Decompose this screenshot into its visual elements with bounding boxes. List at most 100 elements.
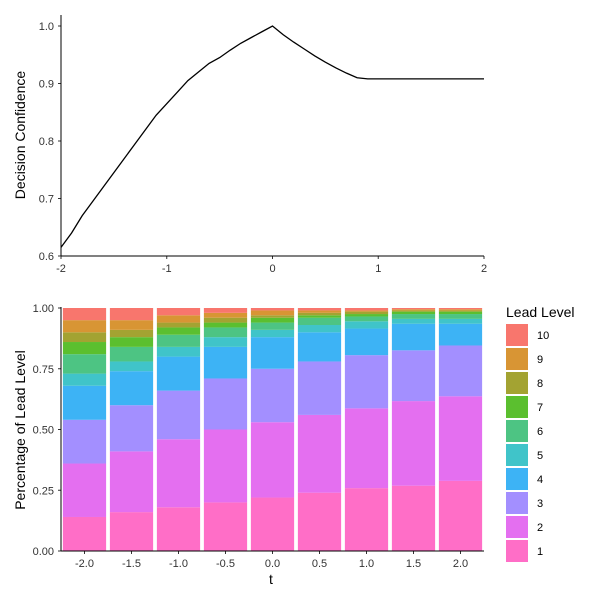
bar-segment-level-5-t0.5 <box>297 325 342 333</box>
bar-segment-level-10-t2.0 <box>438 308 483 310</box>
bar-x-tick-label: 0.5 <box>312 558 327 570</box>
bar-segment-level-8-t2.0 <box>438 310 483 312</box>
bar-y-ticks: 0.00 0.25 0.50 0.75 1.00 <box>33 303 61 558</box>
line-x-tick-label: 0 <box>269 263 275 275</box>
bar-segment-level-3-t-1.5 <box>109 405 154 452</box>
bar-segment-level-2-t-0.5 <box>203 429 248 503</box>
bar-segment-level-2-t-2.0 <box>62 463 107 517</box>
bar-x-ticks: -2.0 -1.5 -1.0 -0.5 0.0 0.5 1.0 1.5 2.0 <box>75 551 468 570</box>
bar-segment-level-6-t0.0 <box>250 322 295 330</box>
bar-segment-level-8-t-2.0 <box>62 332 107 343</box>
bar-segment-level-7-t0.5 <box>297 315 342 318</box>
bar-segment-level-3-t-0.5 <box>203 378 248 430</box>
legend-label-7: 7 <box>537 402 543 414</box>
bar-segment-level-3-t0.5 <box>297 361 342 415</box>
legend-swatch-4 <box>506 468 528 490</box>
bar-segment-level-1-t-1.5 <box>109 512 154 551</box>
bar-segment-level-5-t-1.5 <box>109 361 154 372</box>
bar-segment-level-7-t2.0 <box>438 311 483 315</box>
bar-segment-level-7-t-2.0 <box>62 342 107 355</box>
bar-segment-level-4-t0.5 <box>297 332 342 362</box>
line-x-tick-label: 2 <box>481 263 487 275</box>
bar-x-tick-label: 2.0 <box>453 558 468 570</box>
bar-segment-level-5-t-2.0 <box>62 373 107 386</box>
legend-swatch-5 <box>506 444 528 466</box>
legend-swatch-10 <box>506 324 528 346</box>
bar-segment-level-2-t0.0 <box>250 422 295 498</box>
legend-swatch-6 <box>506 420 528 442</box>
bar-x-tick-label: 1.0 <box>359 558 374 570</box>
bar-segment-level-5-t-0.5 <box>203 337 248 347</box>
line-x-tick-label: -1 <box>162 263 172 275</box>
bar-segment-level-8-t1.0 <box>344 311 389 315</box>
confidence-line <box>60 25 484 248</box>
bar-x-axis-title: t <box>269 571 273 587</box>
bar-segment-level-6-t-0.5 <box>203 327 248 338</box>
bar-segment-level-4-t-1.5 <box>109 371 154 406</box>
bar-segment-level-9-t2.0 <box>438 309 483 311</box>
bar-y-axis-title: Percentage of Lead Level <box>12 350 28 510</box>
bar-y-tick-label: 0.00 <box>33 546 54 558</box>
legend-label-4: 4 <box>537 474 543 486</box>
bar-y-tick-label: 0.75 <box>33 364 54 376</box>
line-y-tick-label: 0.7 <box>39 194 54 206</box>
bar-segment-level-6-t2.0 <box>438 314 483 319</box>
legend-swatch-9 <box>506 348 528 370</box>
line-y-ticks: 0.6 0.7 0.8 0.9 1.0 <box>39 21 61 263</box>
bar-segment-level-1-t0.5 <box>297 492 342 551</box>
bar-segment-level-10-t0.0 <box>250 308 295 311</box>
bar-segment-level-4-t1.0 <box>344 328 389 356</box>
bar-segment-level-9-t-1.5 <box>109 320 154 330</box>
bar-segment-level-1-t2.0 <box>438 480 483 551</box>
bar-segment-level-1-t-1.0 <box>156 507 201 551</box>
legend-label-2: 2 <box>537 522 543 534</box>
legend-label-1: 1 <box>537 546 543 558</box>
bar-segment-level-10-t-1.0 <box>156 308 201 316</box>
bar-segment-level-1-t1.0 <box>344 488 389 551</box>
bar-segment-level-6-t1.0 <box>344 316 389 322</box>
bar-segment-level-3-t-2.0 <box>62 419 107 464</box>
bar-segment-level-4-t-2.0 <box>62 385 107 420</box>
bar-x-tick-label: 1.5 <box>406 558 421 570</box>
line-x-tick-label: 1 <box>375 263 381 275</box>
bar-segment-level-10-t0.5 <box>297 308 342 311</box>
bar-segment-level-8-t1.5 <box>391 310 436 312</box>
legend-label-6: 6 <box>537 426 543 438</box>
bar-segment-level-4-t1.5 <box>391 323 436 351</box>
bar-segment-level-10-t1.5 <box>391 308 436 310</box>
bar-segment-level-8-t-0.5 <box>203 317 248 323</box>
line-chart-panel: Decision Confidence 0.6 0.7 0.8 0.9 1.0 -2 -1… <box>12 15 487 275</box>
bar-segment-level-5-t2.0 <box>438 318 483 324</box>
bar-x-tick-label: -2.0 <box>75 558 94 570</box>
bar-segment-level-6-t-1.0 <box>156 334 201 347</box>
bar-x-tick-label: -1.5 <box>122 558 141 570</box>
bar-segment-level-4-t-1.0 <box>156 356 201 391</box>
legend-swatch-3 <box>506 492 528 514</box>
bar-segment-level-2-t0.5 <box>297 414 342 493</box>
bar-segment-level-8-t0.0 <box>250 315 295 318</box>
line-x-ticks: -2 -1 0 1 2 <box>56 256 487 275</box>
line-y-tick-label: 0.8 <box>39 136 54 148</box>
bar-segment-level-7-t1.0 <box>344 314 389 317</box>
bar-segment-level-2-t-1.5 <box>109 451 154 513</box>
bar-segment-level-2-t1.0 <box>344 408 389 489</box>
legend-swatch-7 <box>506 396 528 418</box>
bar-segment-level-9-t0.5 <box>297 310 342 313</box>
legend-label-10: 10 <box>537 330 549 342</box>
bar-segment-level-3-t0.0 <box>250 368 295 423</box>
bar-segment-level-7-t0.0 <box>250 317 295 323</box>
bar-segment-level-3-t1.0 <box>344 355 389 409</box>
bar-segment-level-5-t1.5 <box>391 318 436 324</box>
bar-segment-level-8-t-1.5 <box>109 329 154 338</box>
bar-x-tick-label: -1.0 <box>169 558 188 570</box>
bar-segment-level-4-t2.0 <box>438 323 483 346</box>
bar-segment-level-8-t-1.0 <box>156 322 201 328</box>
bar-segment-level-1-t-2.0 <box>62 516 107 551</box>
bar-segment-level-6-t0.5 <box>297 317 342 326</box>
bar-segment-level-9-t-1.0 <box>156 315 201 323</box>
legend: Lead Level 10 9 8 7 6 5 4 3 2 1 <box>506 304 575 562</box>
bar-segment-level-2-t-1.0 <box>156 439 201 508</box>
legend-label-3: 3 <box>537 498 543 510</box>
